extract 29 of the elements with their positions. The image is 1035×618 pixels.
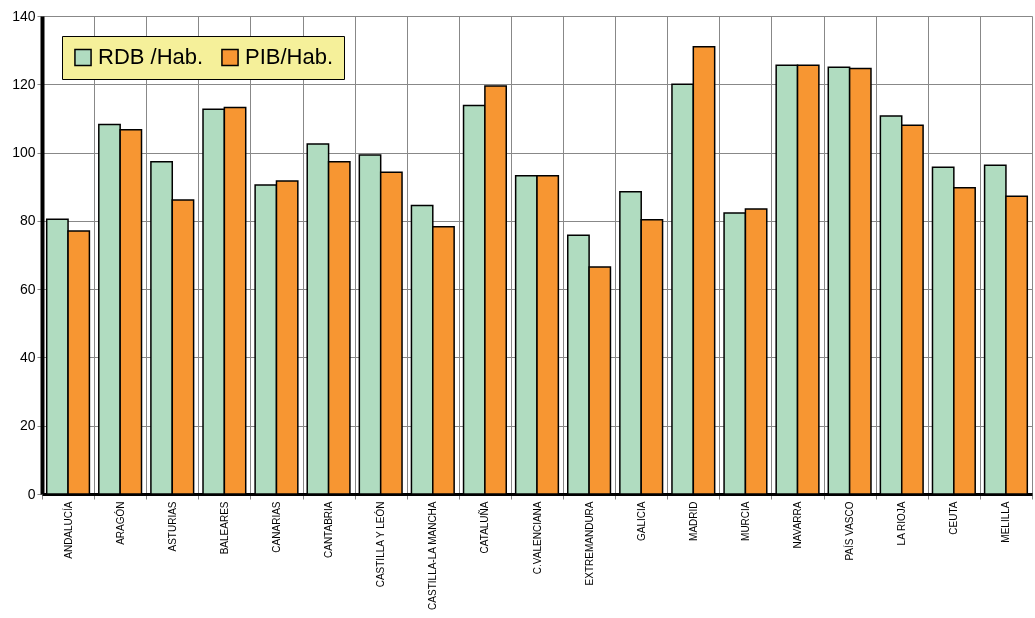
x-tick-label: CASTILLA-LA MANCHA	[427, 501, 439, 610]
x-tick-label: GALICIA	[635, 501, 647, 541]
x-tick-label: ANDALUCÍA	[61, 501, 74, 559]
x-tick-label: BALEARES	[218, 501, 230, 555]
y-tick-label: 40	[19, 348, 36, 365]
x-tick-label: LA RIOJA	[896, 501, 908, 546]
x-tick-label: ASTURIAS	[166, 501, 178, 552]
x-tick-label: MELILLA	[1000, 501, 1012, 543]
x-tick-label: CATALUÑA	[478, 501, 491, 554]
y-tick-label: 0	[27, 485, 36, 502]
y-tick-label: 60	[19, 280, 36, 297]
y-tick-label: 80	[19, 212, 36, 229]
x-tick-label: NAVARRA	[792, 501, 804, 549]
y-tick-label: 120	[12, 75, 36, 92]
x-tick-label: ARAGÓN	[113, 501, 126, 545]
legend-label: PIB/Hab.	[245, 44, 334, 70]
legend-label: RDB /Hab.	[98, 44, 204, 70]
x-tick-label: PAÍS VASCO	[843, 501, 856, 561]
y-tick-label: 20	[19, 417, 36, 434]
y-tick-label: 140	[12, 7, 36, 24]
x-tick-label: CEUTA	[948, 501, 960, 535]
x-tick-label: EXTREMANDURA	[583, 501, 595, 586]
x-tick-label: C.VALENCIANA	[531, 501, 543, 575]
x-tick-label: MADRID	[687, 501, 699, 541]
y-tick-label: 100	[12, 144, 36, 161]
x-tick-label: MURCIA	[739, 501, 751, 541]
x-tick-label: CASTILLA Y LEÓN	[374, 501, 387, 588]
x-tick-label: CANTABRIA	[323, 501, 335, 558]
x-tick-label: CANARIAS	[270, 501, 282, 553]
